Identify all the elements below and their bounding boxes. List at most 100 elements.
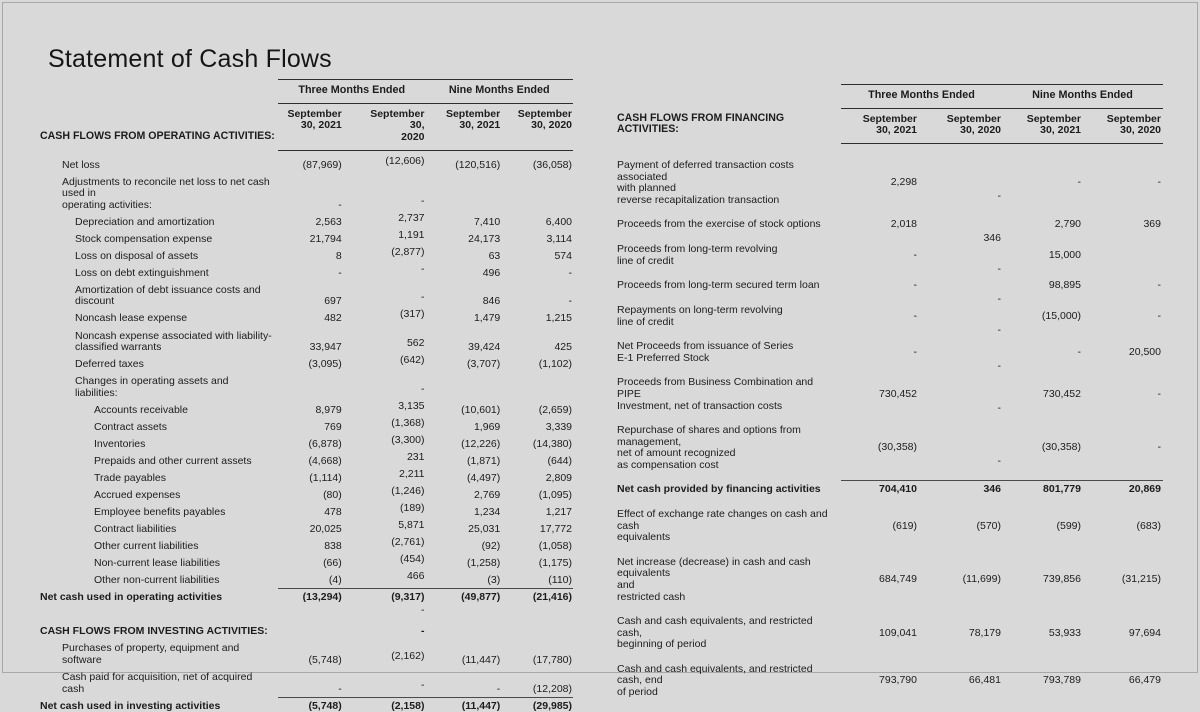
cell-value: 466 <box>406 570 425 583</box>
row-values: (619) (570) (599) (683) <box>841 519 1163 533</box>
cell-value: (644) <box>547 454 572 467</box>
date-column-header: September 30, 2020 <box>370 107 425 143</box>
row-label: Other current liabilities <box>94 540 199 553</box>
cell-value: - <box>1157 279 1162 292</box>
page-title: Statement of Cash Flows <box>48 44 332 73</box>
financing-table: CASH FLOWS FROM FINANCING ACTIVITIES: Th… <box>617 84 1163 698</box>
cell-value: (11,699) <box>962 573 1001 586</box>
row-values: (4) 466 (3) (110) <box>278 571 573 587</box>
cell-value: 2,211 <box>399 467 425 480</box>
row-label: Deferred taxes <box>75 358 144 371</box>
cell-value: 478 <box>324 506 342 519</box>
column-group-three-months: Three Months Ended <box>298 84 406 96</box>
row-label: Noncash lease expense <box>75 312 188 325</box>
cell-value: 369 <box>1143 218 1161 231</box>
cell-value <box>437 609 509 621</box>
cell-value: 3,339 <box>545 420 572 433</box>
column-group-nine-months: Nine Months Ended <box>448 84 550 96</box>
row-values: 697 - 846 - <box>278 292 573 308</box>
cell-value: (1,368) <box>391 416 425 429</box>
cell-value: - <box>421 382 425 395</box>
cell-value: - <box>1077 346 1082 359</box>
row-values: - - - 20,500 <box>841 346 1163 372</box>
cell-value: 346 <box>983 483 1001 496</box>
period-group-row: Three Months Ended Nine Months Ended <box>841 85 1163 109</box>
cell-value: 838 <box>324 540 342 553</box>
row-values: 704,410 346 801,779 20,869 <box>841 480 1163 496</box>
cell-value: 97,694 <box>1128 626 1161 639</box>
table-row: Net Proceeds from issuance of Series E-1… <box>617 340 1163 372</box>
table-row: Loss on debt extinguishment - - 496 - <box>40 263 573 280</box>
row-values: (4,668) 231 (1,871) (644) <box>278 451 573 468</box>
table-row: Non-current lease liabilities (66) (454) (1… <box>40 554 573 570</box>
cell-value: (2,162) <box>391 649 425 662</box>
table-row: Net cash provided by financing activitie… <box>617 480 1163 496</box>
row-values: - <box>278 605 573 621</box>
row-values: - <box>278 626 573 638</box>
row-values: (6,878) (3,300) (12,226) (14,380) <box>278 434 573 451</box>
table-row: Proceeds from long-term secured term loa… <box>617 279 1163 305</box>
cell-value: 684,749 <box>879 573 917 586</box>
cell-value: (9,317) <box>391 591 425 604</box>
row-values: 482 (317) 1,479 1,215 <box>278 309 573 325</box>
cell-value: 697 <box>324 295 342 308</box>
table-row: Noncash expense associated with liabilit… <box>40 329 573 354</box>
cell-value: 24,173 <box>468 232 501 245</box>
cell-value: 574 <box>554 249 572 262</box>
cell-value: 1,479 <box>473 312 501 325</box>
row-label: Net Proceeds from issuance of Series E-1… <box>617 340 794 364</box>
cell-value: (570) <box>976 519 1001 532</box>
row-values: 2,563 2,737 7,410 6,400 <box>278 212 573 229</box>
period-group-row: Three Months Ended Nine Months Ended <box>278 80 573 104</box>
row-label: Proceeds from long-term secured term loa… <box>617 279 820 292</box>
cell-value: 846 <box>482 295 501 308</box>
cell-value: 2,790 <box>1054 218 1081 231</box>
row-label: Net increase (decrease) in cash and cash… <box>617 555 811 603</box>
row-values: (5,748) (2,162) (11,447) (17,780) <box>278 650 573 667</box>
cell-value: (30,358) <box>877 441 917 454</box>
cell-value: 425 <box>554 341 572 354</box>
row-label: Changes in operating assets and liabilit… <box>75 375 229 399</box>
cell-value: (49,877) <box>461 591 501 604</box>
cell-value: (683) <box>1136 519 1161 532</box>
table-row: Net loss (87,969) (12,606) (120,516) (36,058… <box>40 155 573 172</box>
row-values: 793,790 66,481 793,789 66,479 <box>841 675 1163 687</box>
cell-value: (1,095) <box>538 489 572 501</box>
cell-value: (1,871) <box>466 454 501 467</box>
row-values: 730,452 - 730,452 - <box>841 387 1163 413</box>
cell-value: (12,606) <box>385 154 425 167</box>
cell-value <box>437 388 509 400</box>
cell-value <box>508 626 573 638</box>
cell-value: (14,380) <box>532 437 572 450</box>
cell-value: (4,668) <box>308 454 342 467</box>
cell-value: 2,809 <box>545 471 572 484</box>
cell-value: (2,761) <box>391 536 425 549</box>
table-row: Cash and cash equivalents, and restricte… <box>617 615 1163 651</box>
row-values: 478 (189) 1,234 1,217 <box>278 502 573 519</box>
cell-value: - <box>1077 176 1082 189</box>
row-values: 769 (1,368) 1,969 3,339 <box>278 417 573 434</box>
cell-value: 78,179 <box>968 626 1001 639</box>
cell-value: 730,452 <box>1043 387 1081 400</box>
table-row: Contract assets 769 (1,368) 1,969 3,339 <box>40 417 573 434</box>
table-row: Effect of exchange rate changes on cash … <box>617 509 1163 544</box>
cell-value: (17,780) <box>532 653 572 666</box>
table-body: Net loss (87,969) (12,606) (120,516) (36,058… <box>40 155 573 712</box>
date-column-header: September 30, 2021 <box>287 107 342 132</box>
cell-value: 63 <box>488 249 501 262</box>
cell-value: (12,226) <box>461 437 501 450</box>
row-label: Cash and cash equivalents, and restricte… <box>617 662 813 698</box>
table-row: Loss on disposal of assets 8 (2,877) 63 574 <box>40 246 573 263</box>
table-header: CASH FLOWS FROM FINANCING ACTIVITIES: Th… <box>617 84 1163 144</box>
section-header-financing: CASH FLOWS FROM FINANCING ACTIVITIES: <box>617 111 785 136</box>
cell-value: (3,707) <box>466 358 501 371</box>
table-row: Cash paid for acquisition, net of acquir… <box>40 671 573 695</box>
cell-value: (29,985) <box>532 699 572 712</box>
cell-value: (5,748) <box>308 653 342 666</box>
cell-value: - <box>997 360 1002 373</box>
row-label: Payment of deferred transaction costs as… <box>617 158 794 206</box>
row-label: Noncash expense associated with liabilit… <box>75 329 272 354</box>
cell-value: (87,969) <box>302 158 342 171</box>
cell-value <box>278 609 361 621</box>
cell-value: 801,779 <box>1043 483 1081 496</box>
